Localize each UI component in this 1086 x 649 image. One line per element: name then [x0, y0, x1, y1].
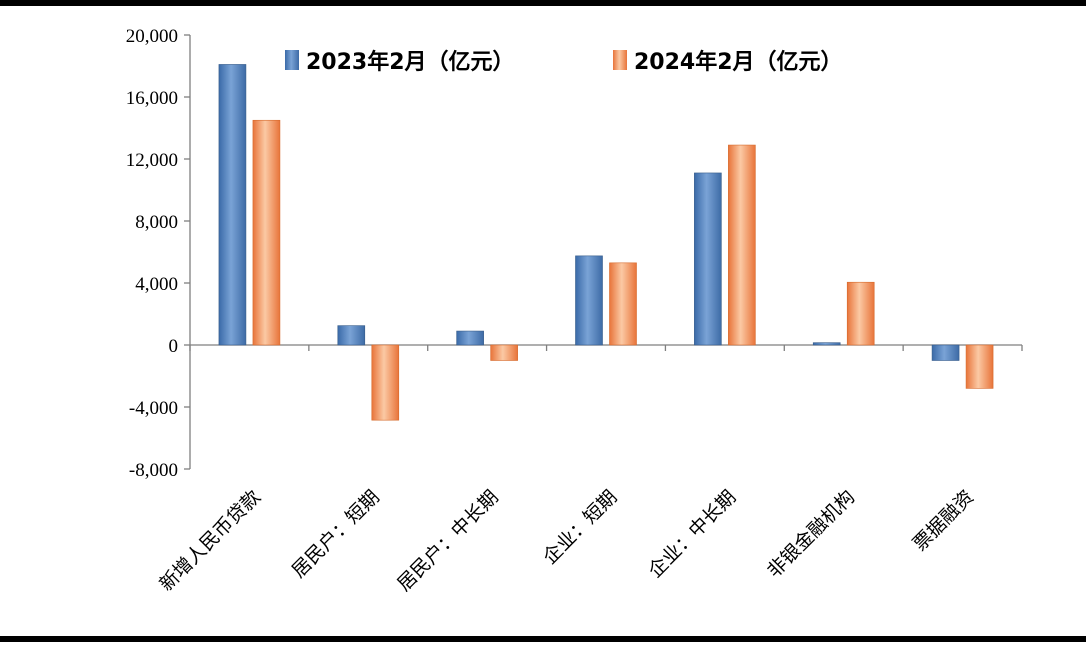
x-category-label: 票据融资 — [909, 486, 978, 555]
y-tick-label: 4,000 — [135, 274, 178, 295]
legend-swatch-2024 — [613, 50, 627, 70]
bar-2024 — [371, 344, 400, 421]
bars — [218, 64, 994, 421]
legend-label-2024: 2024年2月（亿元） — [634, 49, 843, 75]
axes — [184, 34, 1023, 470]
bar-2023 — [456, 330, 484, 346]
bar-2023 — [218, 64, 247, 346]
x-category-label: 居民户：短期 — [288, 486, 384, 582]
y-tick-label: 16,000 — [126, 88, 178, 109]
y-tick-label: 0 — [169, 336, 179, 357]
bar-2023 — [812, 342, 841, 346]
legend-swatch-2023 — [285, 50, 299, 70]
bar-2023 — [337, 325, 366, 346]
y-tick-label: 20,000 — [126, 26, 178, 47]
top-rule — [0, 0, 1086, 6]
y-tick-label: 8,000 — [135, 212, 178, 233]
x-category-label: 非银金融机构 — [763, 486, 859, 582]
y-tick-label: -8,000 — [129, 460, 178, 481]
bar-2023 — [931, 344, 960, 361]
bottom-rule — [0, 636, 1086, 642]
bar-2023 — [694, 172, 722, 346]
x-category-labels: 新增人民币贷款 居民户：短期 居民户：中长期 企业：短期 企业：中长期 非银金融机构 票据融… — [155, 486, 978, 596]
y-tick-label: 12,000 — [126, 150, 178, 171]
legend-label-2023: 2023年2月（亿元） — [306, 49, 515, 75]
x-category-label: 新增人民币贷款 — [155, 486, 265, 596]
bar-2024 — [252, 119, 281, 346]
bar-2024 — [490, 344, 518, 361]
y-tick-labels: 20,000 16,000 12,000 8,000 4,000 0 -4,000 -8,00… — [126, 26, 178, 481]
bar-2024 — [965, 344, 994, 389]
bar-2024 — [728, 144, 756, 346]
bar-2024 — [609, 262, 637, 346]
bar-2023 — [575, 255, 603, 346]
bar-2024 — [846, 281, 875, 346]
x-category-label: 企业：中长期 — [644, 486, 740, 582]
legend: 2023年2月（亿元） 2024年2月（亿元） — [285, 49, 843, 75]
x-category-label: 企业：短期 — [539, 486, 622, 569]
y-tick-label: -4,000 — [129, 398, 178, 419]
x-category-label: 居民户：中长期 — [393, 486, 503, 596]
